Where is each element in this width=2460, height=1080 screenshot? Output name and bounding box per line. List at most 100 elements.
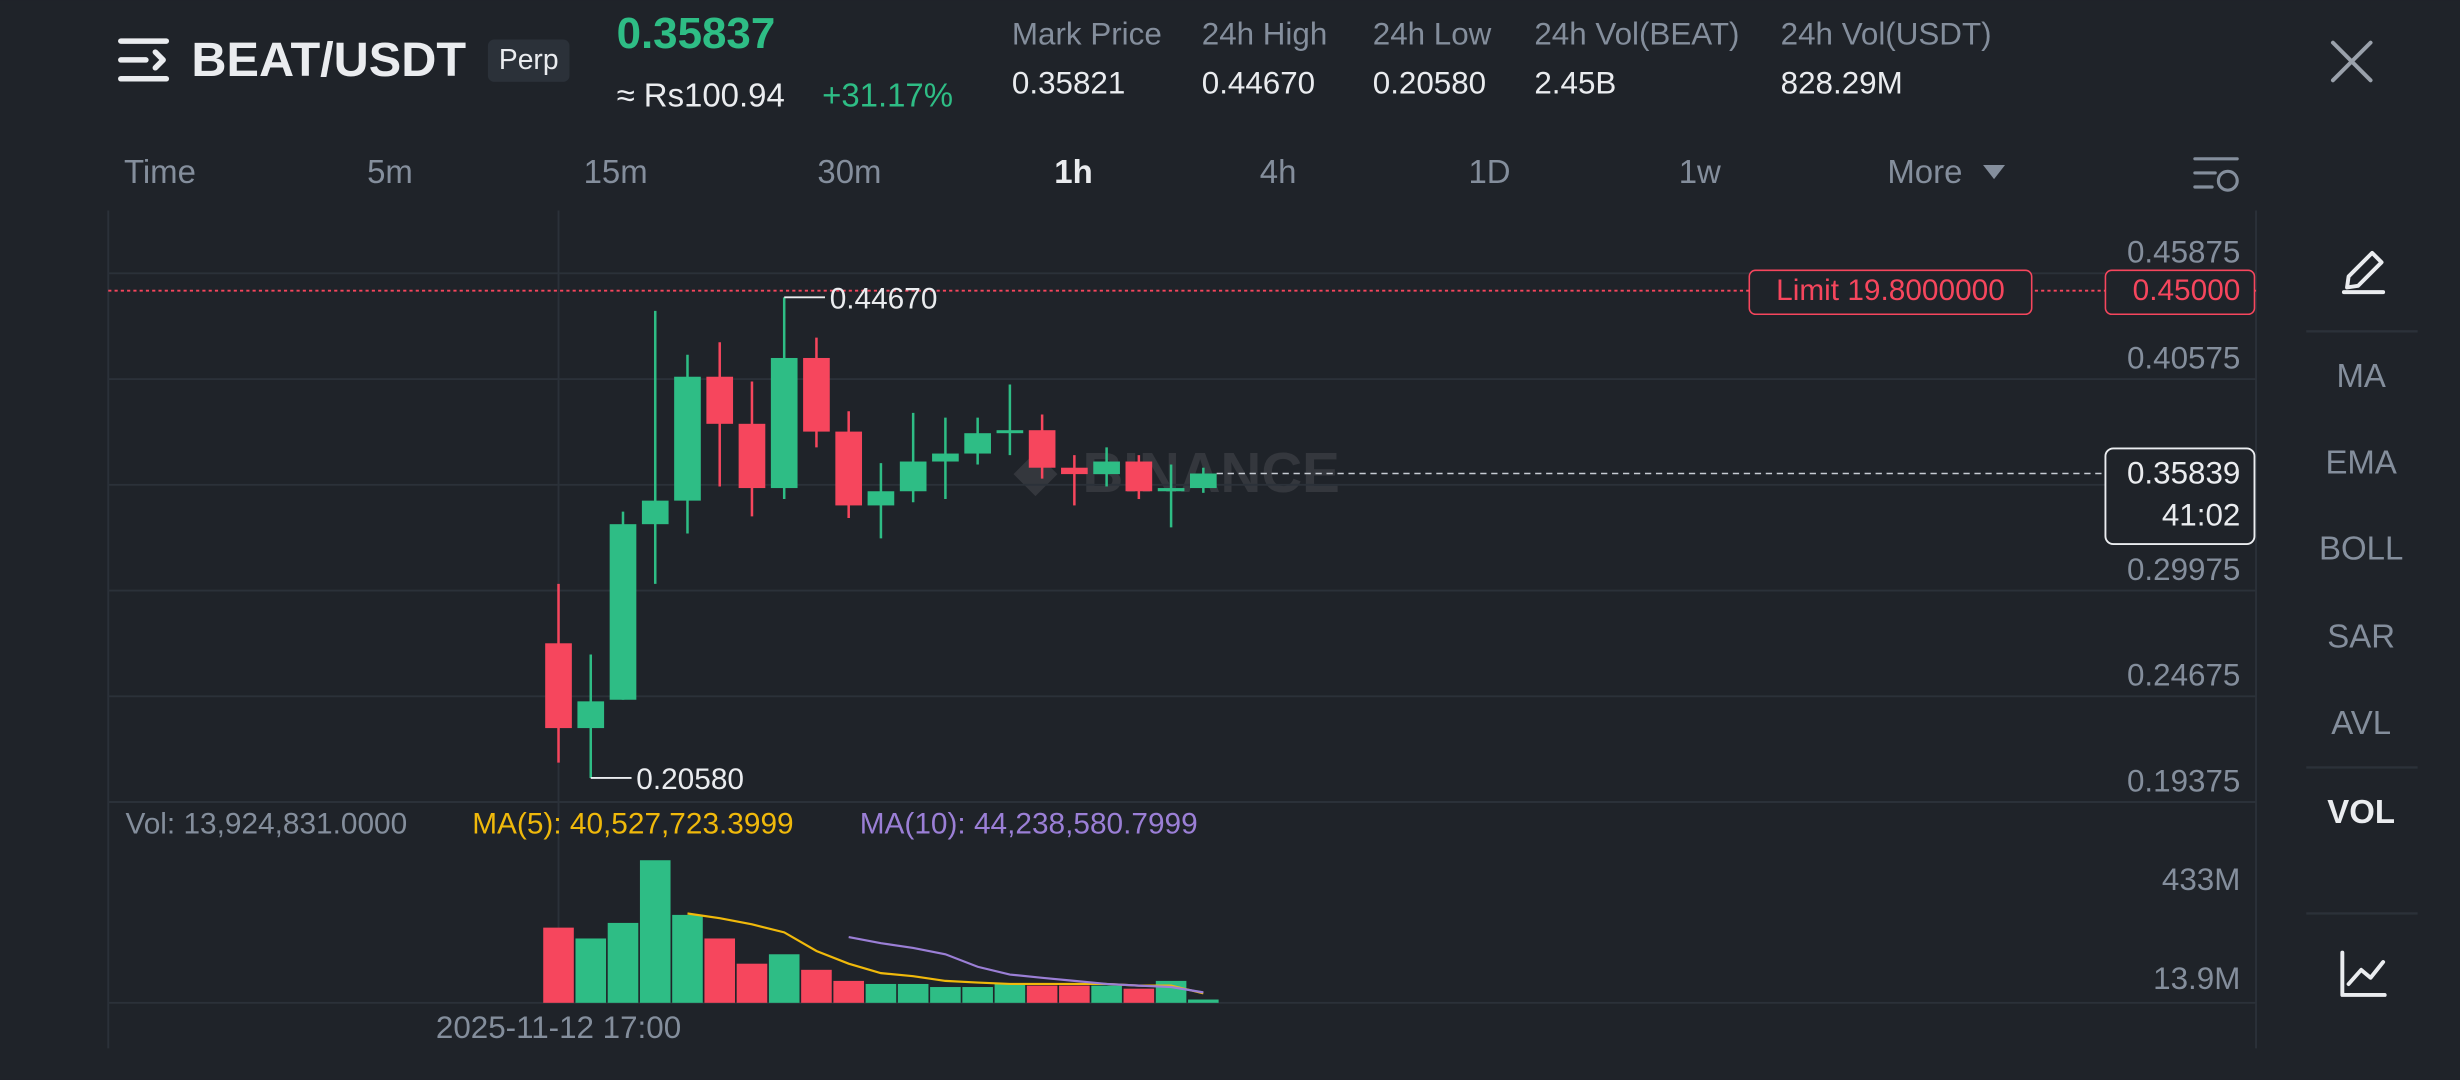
candle-body [609, 524, 637, 700]
y-tick-label: 0.45875 [2127, 235, 2240, 270]
ma-legend: MA(5): 40,527,723.3999 [472, 807, 793, 840]
candle-body [1125, 461, 1153, 492]
candle-body [996, 430, 1024, 434]
volume-bar [639, 860, 671, 1003]
candle-body [738, 423, 766, 489]
stat-label: 24h Vol(BEAT) [1534, 17, 1739, 52]
stat-value: 2.45B [1534, 65, 1616, 100]
candle-body [1093, 461, 1120, 475]
y-tick-label: 0.29975 [2127, 552, 2240, 587]
volume-bar [672, 914, 703, 1003]
candle-body [835, 431, 863, 506]
countdown: 41:02 [2162, 498, 2240, 533]
volume-bar [801, 969, 832, 1003]
candle-body [674, 376, 701, 501]
volume-bar [994, 983, 1026, 1003]
stat-label: 24h Low [1373, 17, 1492, 52]
tab-active[interactable]: 1h [1054, 153, 1092, 190]
candle-body [1028, 430, 1056, 468]
volume-bar [575, 938, 607, 1003]
current-price-box [2104, 447, 2256, 546]
volume-bar [1059, 985, 1090, 1003]
volume-bar [897, 983, 929, 1003]
candle-body [932, 453, 959, 462]
candle-body [1157, 488, 1185, 492]
stat-value: 0.20580 [1373, 65, 1486, 100]
stat-label: Mark Price [1012, 17, 1162, 52]
badge-bg [487, 39, 570, 82]
tab[interactable]: 4h [1260, 153, 1297, 190]
indicator-active[interactable]: VOL [2327, 793, 2395, 830]
tab[interactable]: 30m [817, 153, 881, 190]
ma-line [848, 935, 1204, 994]
volume-bar [962, 987, 993, 1003]
candle-body [867, 491, 895, 506]
indicator[interactable]: SAR [2327, 618, 2395, 655]
chart-icon[interactable] [2340, 950, 2387, 997]
local-price: ≈ Rs100.94 [617, 76, 785, 113]
volume-bar [768, 954, 800, 1003]
low-marker-label: 0.20580 [636, 763, 744, 796]
menu-icon[interactable] [118, 38, 170, 82]
indicator[interactable]: EMA [2325, 443, 2396, 480]
ma-legend: MA(10): 44,238,580.7999 [860, 807, 1198, 840]
tab[interactable]: 15m [584, 153, 648, 190]
candle-body [641, 500, 669, 525]
volume-bar [1026, 985, 1058, 1003]
y-tick-label: 0.40575 [2127, 340, 2240, 375]
volume-bar [1091, 985, 1122, 1003]
pair-name[interactable]: BEAT/USDT [191, 33, 466, 87]
candle-body [770, 357, 798, 489]
y-tick-label: 0.19375 [2127, 763, 2240, 798]
stat-label: 24h Vol(USDT) [1781, 17, 1992, 52]
volume-legend: Vol: 13,924,831.0000 [126, 807, 408, 840]
volume-tick-label: 433M [2162, 862, 2240, 897]
tab[interactable]: Time [124, 153, 196, 190]
stat-label: 24h High [1202, 17, 1328, 52]
draw-tool-icon[interactable] [2341, 250, 2386, 295]
close-stroke [2330, 40, 2373, 83]
more-caret [1983, 165, 2006, 180]
candle-body [964, 433, 991, 454]
close-button[interactable] [2330, 40, 2373, 83]
tab[interactable]: 1w [1679, 153, 1721, 190]
last-price: 0.35837 [617, 9, 776, 58]
candle-body [1061, 467, 1088, 475]
limit-price-box [2104, 269, 2256, 316]
volume-bar [1155, 980, 1187, 1003]
limit-box [1748, 269, 2033, 316]
limit-price: 0.45000 [2133, 274, 2241, 307]
candle-body [803, 357, 830, 432]
volume-bar [543, 927, 574, 1003]
volume-bar [736, 963, 768, 1003]
badge: Perp [499, 43, 559, 75]
watermark-text: BINANCE [1083, 441, 1340, 504]
tab-more[interactable]: More [1887, 153, 1962, 190]
x-tick-label: 2025-11-12 17:00 [436, 1010, 681, 1045]
y-tick-label: 0.24675 [2127, 658, 2240, 693]
stat-value: 0.35821 [1012, 65, 1125, 100]
tab[interactable]: 5m [367, 153, 413, 190]
indicator[interactable]: BOLL [2319, 530, 2403, 567]
candle-body [577, 701, 605, 729]
candle-body [899, 461, 927, 492]
indicator[interactable]: AVL [2331, 704, 2391, 741]
menu-arrow [152, 49, 166, 71]
stats: Mark Price 0.35821 24h High 0.44670 24h Low 0… [1012, 17, 1992, 101]
candle-body [706, 376, 734, 424]
high-marker-label: 0.44670 [830, 282, 938, 315]
tab[interactable]: 1D [1468, 153, 1510, 190]
pencil [2345, 250, 2384, 290]
candle-body [545, 643, 572, 729]
icon-axes [2340, 950, 2387, 997]
settings-icon[interactable] [2193, 157, 2239, 192]
price-change: +31.17% [822, 76, 953, 113]
volume-bar [833, 980, 864, 1003]
stat-value: 828.29M [1781, 65, 1903, 100]
indicator[interactable]: MA [2336, 357, 2385, 394]
current-price: 0.35839 [2127, 455, 2240, 490]
volume-bar [1188, 999, 1219, 1003]
